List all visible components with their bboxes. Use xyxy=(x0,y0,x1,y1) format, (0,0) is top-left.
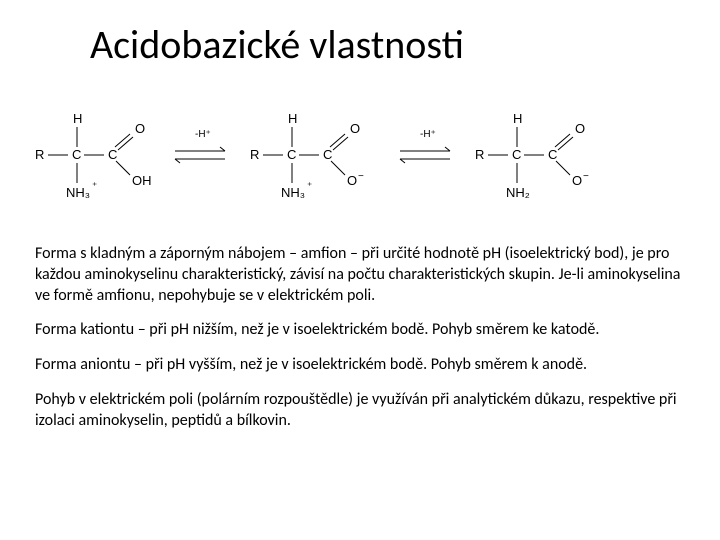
svg-text:R: R xyxy=(250,147,259,162)
molecule-zwitterion: R C H NH₃ ⁺ C O O − xyxy=(250,111,364,200)
svg-text:R: R xyxy=(35,147,44,162)
svg-text:-H⁺: -H⁺ xyxy=(195,129,211,140)
svg-text:H: H xyxy=(513,111,522,126)
svg-text:-H⁺: -H⁺ xyxy=(420,129,436,140)
svg-text:C: C xyxy=(323,147,332,162)
svg-text:OH: OH xyxy=(132,173,152,188)
svg-text:C: C xyxy=(108,147,117,162)
svg-text:O: O xyxy=(572,173,582,188)
chemical-diagram: R C H NH₃ ⁺ C O OH xyxy=(30,89,690,229)
paragraph-cation: Forma kationtu – při pH nižším, než je v… xyxy=(30,320,690,341)
svg-text:R: R xyxy=(475,147,484,162)
svg-text:−: − xyxy=(358,171,364,182)
svg-text:NH₂: NH₂ xyxy=(506,185,530,200)
molecule-svg: R C H NH₃ ⁺ C O OH xyxy=(30,89,690,229)
svg-text:O: O xyxy=(575,121,585,136)
svg-text:O: O xyxy=(135,121,145,136)
svg-text:⁺: ⁺ xyxy=(92,181,97,192)
svg-text:C: C xyxy=(512,147,521,162)
paragraph-amfion: Forma s kladným a záporným nábojem – amf… xyxy=(30,244,690,306)
svg-text:C: C xyxy=(287,147,296,162)
svg-text:H: H xyxy=(288,111,297,126)
svg-text:H: H xyxy=(73,111,82,126)
paragraph-application: Pohyb v elektrickém poli (polárním rozpo… xyxy=(30,390,690,432)
page-title: Acidobazické vlastnosti xyxy=(90,20,690,69)
svg-text:O: O xyxy=(350,121,360,136)
svg-text:C: C xyxy=(548,147,557,162)
equilibrium-arrow-2: -H⁺ xyxy=(400,129,450,163)
svg-text:C: C xyxy=(72,147,81,162)
molecule-cation: R C H NH₃ ⁺ C O OH xyxy=(35,111,152,200)
paragraph-anion: Forma aniontu – při pH vyšším, než je v … xyxy=(30,355,690,376)
molecule-anion: R C H NH₂ C O O − xyxy=(475,111,589,200)
svg-text:NH₃: NH₃ xyxy=(66,185,90,200)
slide: Acidobazické vlastnosti R C H NH₃ ⁺ C xyxy=(0,0,720,540)
svg-text:⁺: ⁺ xyxy=(307,181,312,192)
svg-text:O: O xyxy=(347,173,357,188)
equilibrium-arrow-1: -H⁺ xyxy=(175,129,225,163)
svg-text:−: − xyxy=(583,171,589,182)
svg-text:NH₃: NH₃ xyxy=(281,185,305,200)
